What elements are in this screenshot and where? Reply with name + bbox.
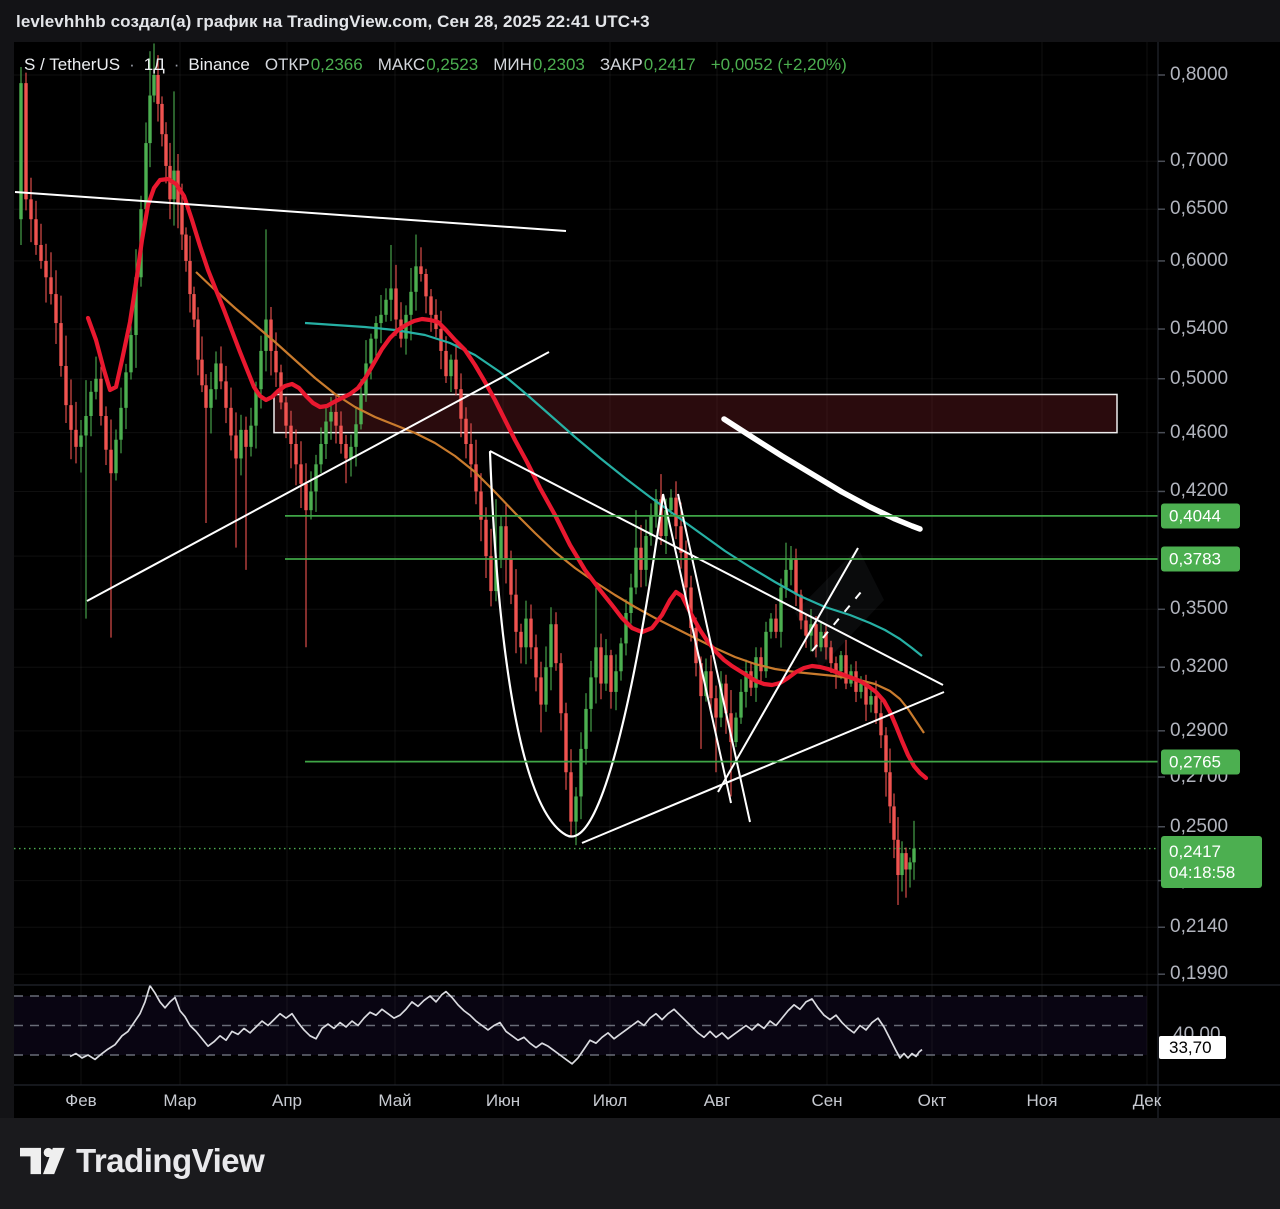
current-price-value: 0,2417 bbox=[1169, 842, 1221, 861]
price-tick-label: 0,4200 bbox=[1170, 480, 1229, 502]
level-label-0.3783[interactable]: 0,3783 bbox=[1161, 546, 1240, 572]
month-label-Окт: Окт bbox=[917, 1091, 947, 1110]
tradingview-logo-text: TradingView bbox=[76, 1142, 265, 1179]
price-tick-label: 0,5400 bbox=[1170, 318, 1229, 340]
price-tick-label: 0,5000 bbox=[1170, 367, 1229, 389]
price-tick-label: 0,8000 bbox=[1170, 64, 1229, 85]
attribution-header: levlevhhhb создал(а) график на TradingVi… bbox=[16, 12, 650, 31]
ohlc-low: МИН 0,2303 bbox=[493, 55, 585, 74]
month-label-Мар: Мар bbox=[163, 1091, 197, 1110]
price-tick-label: 0,2500 bbox=[1170, 815, 1229, 837]
ohlc-open: ОТКР 0,2366 bbox=[264, 55, 363, 74]
level-label-0.4044[interactable]: 0,4044 bbox=[1161, 503, 1240, 529]
month-label-Апр: Апр bbox=[272, 1091, 302, 1110]
price-tick-label: 0,7000 bbox=[1170, 150, 1229, 172]
price-tick-label: 0,3200 bbox=[1170, 656, 1229, 678]
month-label-Авг: Авг bbox=[703, 1091, 731, 1110]
price-tick-label: 0,2140 bbox=[1170, 916, 1229, 938]
ohlc-close: ЗАКР 0,2417 bbox=[599, 55, 696, 74]
price-tick-label: 0,2900 bbox=[1170, 719, 1229, 741]
month-label-Дек: Дек bbox=[1132, 1091, 1162, 1110]
level-label-0.2765[interactable]: 0,2765 bbox=[1161, 749, 1240, 775]
bar-countdown: 04:18:58 bbox=[1169, 863, 1236, 882]
price-tick-label: 0,6000 bbox=[1170, 249, 1229, 271]
interval-value[interactable]: 1Д bbox=[143, 55, 165, 74]
tradingview-logo-icon bbox=[20, 1147, 65, 1175]
tradingview-logo[interactable]: TradingView bbox=[20, 1142, 265, 1180]
price-tick-label: 0,3500 bbox=[1170, 598, 1229, 620]
month-label-Ноя: Ноя bbox=[1026, 1091, 1058, 1110]
symbol-name[interactable]: S / TetherUS bbox=[24, 55, 121, 74]
month-label-Июл: Июл bbox=[592, 1091, 628, 1110]
exchange-name: Binance bbox=[188, 55, 250, 74]
month-label-Сен: Сен bbox=[811, 1091, 843, 1110]
month-label-Май: Май bbox=[378, 1091, 412, 1110]
price-tick-label: 0,6500 bbox=[1170, 198, 1229, 220]
ohlc-high: МАКС 0,2523 bbox=[377, 55, 479, 74]
separator-dot: · bbox=[129, 55, 135, 74]
symbol-info-row[interactable]: S / TetherUS · 1Д · Binance ОТКР 0,2366 … bbox=[24, 55, 847, 75]
price-tick-label: 0,4600 bbox=[1170, 421, 1229, 443]
change-value: +0,0052 (+2,20%) bbox=[710, 55, 847, 74]
separator-dot: · bbox=[173, 55, 180, 74]
month-label-Фев: Фев bbox=[65, 1091, 97, 1110]
price-tick-label: 0,1990 bbox=[1170, 963, 1229, 985]
current-price-label[interactable]: 0,2417 04:18:58 bbox=[1161, 836, 1262, 888]
month-label-Июн: Июн bbox=[485, 1091, 521, 1110]
rsi-value-label: 33,70 bbox=[1159, 1036, 1226, 1059]
